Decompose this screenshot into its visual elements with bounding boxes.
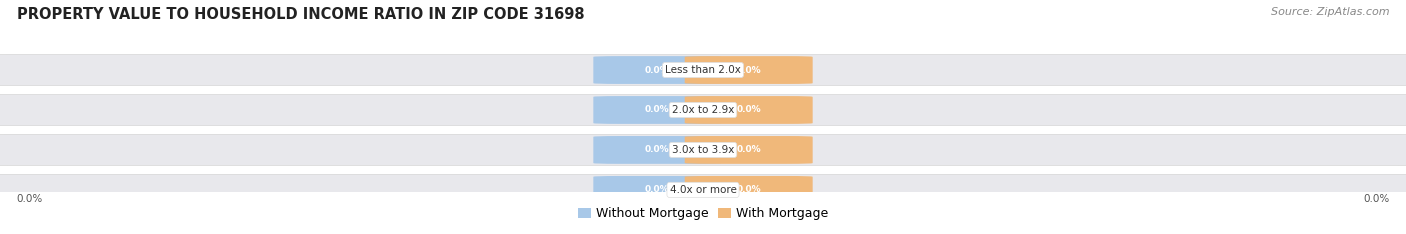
Text: 0.0%: 0.0%	[737, 66, 761, 74]
Text: 0.0%: 0.0%	[645, 146, 669, 154]
Text: 0.0%: 0.0%	[737, 146, 761, 154]
FancyBboxPatch shape	[593, 176, 721, 204]
FancyBboxPatch shape	[593, 96, 721, 124]
Text: 0.0%: 0.0%	[645, 66, 669, 74]
Text: Less than 2.0x: Less than 2.0x	[665, 65, 741, 75]
FancyBboxPatch shape	[685, 176, 813, 204]
Text: PROPERTY VALUE TO HOUSEHOLD INCOME RATIO IN ZIP CODE 31698: PROPERTY VALUE TO HOUSEHOLD INCOME RATIO…	[17, 7, 585, 22]
FancyBboxPatch shape	[593, 56, 721, 84]
Text: 2.0x to 2.9x: 2.0x to 2.9x	[672, 105, 734, 115]
FancyBboxPatch shape	[685, 136, 813, 164]
Text: 0.0%: 0.0%	[737, 106, 761, 114]
FancyBboxPatch shape	[0, 135, 1406, 165]
Text: Source: ZipAtlas.com: Source: ZipAtlas.com	[1271, 7, 1389, 17]
Text: 0.0%: 0.0%	[645, 185, 669, 194]
FancyBboxPatch shape	[0, 55, 1406, 85]
FancyBboxPatch shape	[685, 56, 813, 84]
Text: 0.0%: 0.0%	[1362, 194, 1389, 204]
FancyBboxPatch shape	[593, 136, 721, 164]
Text: 4.0x or more: 4.0x or more	[669, 185, 737, 195]
Text: 3.0x to 3.9x: 3.0x to 3.9x	[672, 145, 734, 155]
FancyBboxPatch shape	[685, 96, 813, 124]
Legend: Without Mortgage, With Mortgage: Without Mortgage, With Mortgage	[574, 202, 832, 225]
Text: 0.0%: 0.0%	[17, 194, 44, 204]
Text: 0.0%: 0.0%	[645, 106, 669, 114]
Text: 0.0%: 0.0%	[737, 185, 761, 194]
FancyBboxPatch shape	[0, 175, 1406, 205]
FancyBboxPatch shape	[0, 95, 1406, 125]
